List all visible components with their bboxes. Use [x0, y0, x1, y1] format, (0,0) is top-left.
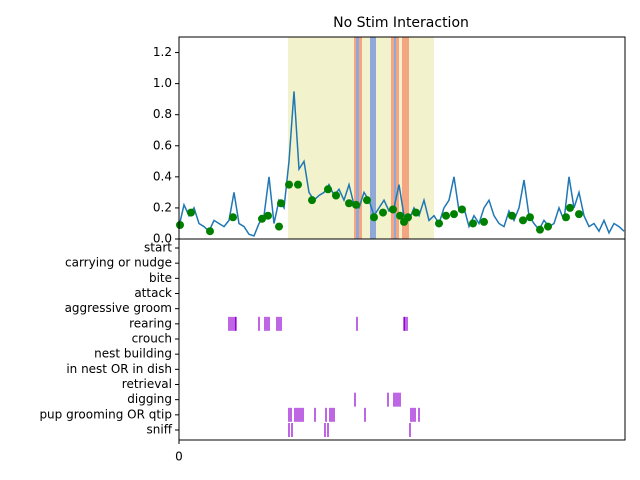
event-marker	[575, 210, 583, 219]
event-marker	[562, 213, 570, 222]
event-marker	[450, 210, 458, 219]
y-tick-label: 0.8	[153, 107, 172, 121]
event-marker	[508, 211, 516, 220]
category-label: retrieval	[122, 377, 172, 391]
event-marker	[396, 211, 404, 220]
event-marker	[435, 219, 443, 228]
event-marker	[206, 227, 214, 236]
event-marker	[370, 213, 378, 222]
y-tick-label: 1.0	[153, 76, 172, 90]
highlight-span	[356, 37, 359, 239]
category-label: digging	[127, 392, 172, 406]
event-marker	[519, 216, 527, 225]
event-marker	[324, 185, 332, 194]
y-tick-label: 0.4	[153, 169, 172, 183]
x-tick-label: 0	[175, 450, 183, 464]
event-marker	[544, 222, 552, 231]
axes-frame	[178, 238, 626, 441]
category-label: aggressive groom	[65, 301, 172, 315]
event-marker	[412, 208, 420, 217]
highlight-span	[370, 37, 376, 239]
event-marker	[379, 208, 387, 217]
event-marker	[275, 222, 283, 231]
event-marker	[285, 180, 293, 189]
event-marker	[363, 196, 371, 205]
event-marker	[526, 213, 534, 222]
category-label: crouch	[132, 332, 172, 346]
y-tick-label: 0.2	[153, 200, 172, 214]
highlight-span	[394, 37, 396, 239]
event-marker	[187, 208, 195, 217]
y-tick-label: 0.0	[153, 232, 172, 246]
event-marker	[352, 200, 360, 209]
event-marker	[332, 191, 340, 200]
event-marker	[469, 219, 477, 228]
category-label: nest building	[94, 347, 172, 361]
category-label: pup grooming OR qtip	[39, 407, 172, 421]
event-marker	[480, 217, 488, 226]
event-marker	[229, 213, 237, 222]
event-marker	[258, 214, 266, 223]
event-marker	[308, 196, 316, 205]
event-marker	[294, 180, 302, 189]
category-label: start	[144, 241, 172, 255]
category-label: carrying or nudge	[65, 256, 172, 270]
event-marker	[458, 205, 466, 214]
event-marker	[345, 199, 353, 208]
y-tick-label: 0.6	[153, 138, 172, 152]
event-marker	[277, 199, 285, 208]
chart-title: No Stim Interaction	[333, 15, 469, 31]
event-marker	[536, 225, 544, 234]
event-marker	[264, 211, 272, 220]
highlight-span	[402, 37, 409, 239]
event-marker	[389, 205, 397, 214]
category-label: attack	[134, 286, 172, 300]
category-label: in nest OR in dish	[66, 362, 172, 376]
event-marker	[176, 221, 184, 230]
event-marker	[442, 211, 450, 220]
y-tick-label: 1.2	[153, 45, 172, 59]
event-marker	[404, 213, 412, 222]
category-label: bite	[149, 271, 172, 285]
event-marker	[566, 203, 574, 212]
category-label: sniff	[147, 423, 173, 437]
category-label: rearing	[129, 316, 172, 330]
